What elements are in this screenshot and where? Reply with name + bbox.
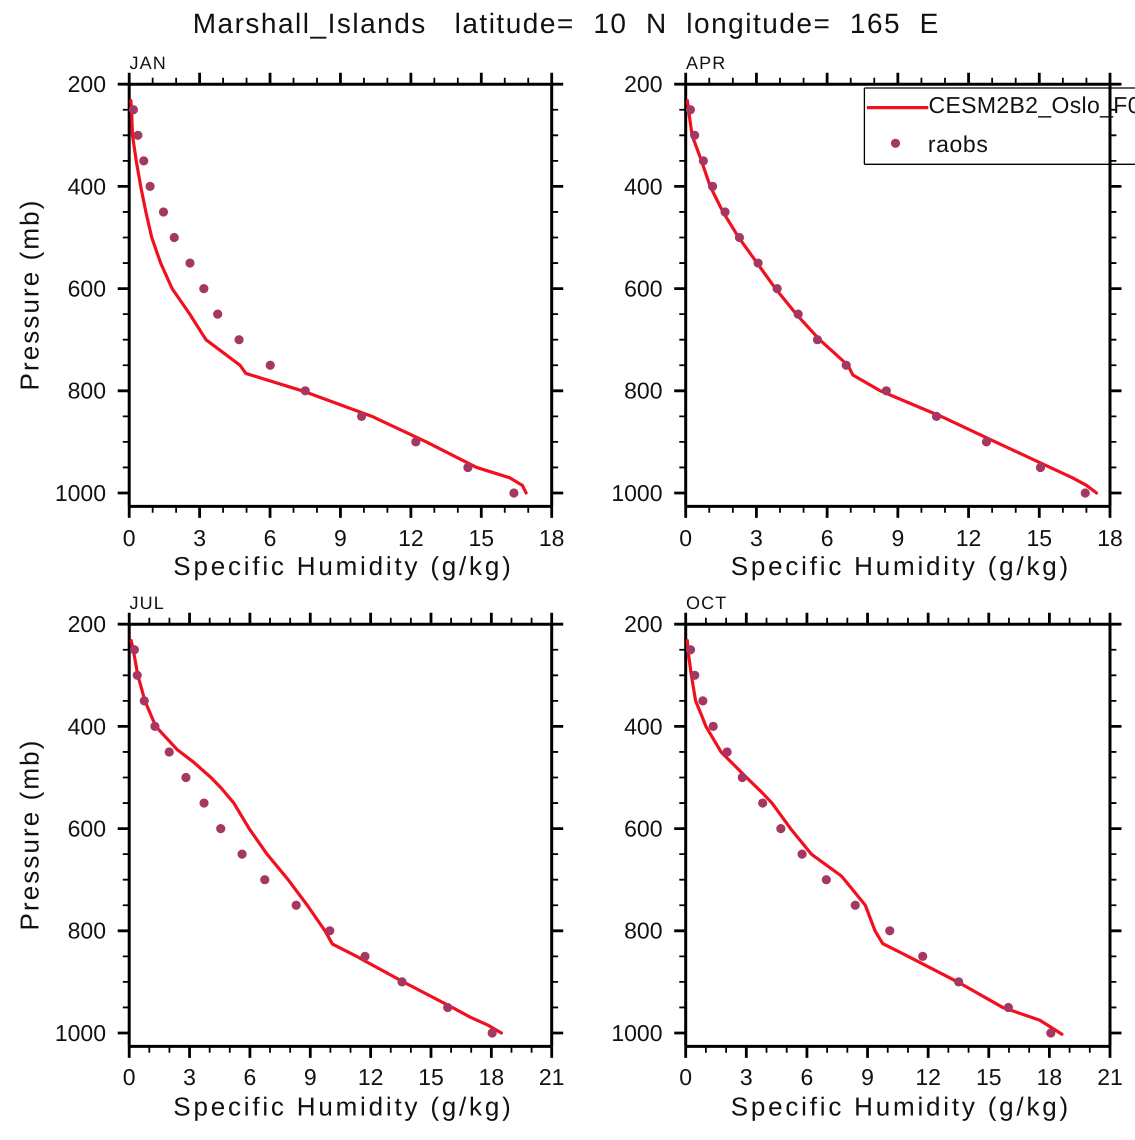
svg-text:800: 800 [624,918,662,944]
svg-text:3: 3 [183,1064,196,1090]
svg-text:15: 15 [976,1064,1002,1090]
svg-text:Specific Humidity (g/kg): Specific Humidity (g/kg) [731,1092,1071,1122]
svg-text:15: 15 [468,525,494,551]
svg-text:CESM2B2_Oslo_F0: CESM2B2_Oslo_F0 [929,92,1135,118]
svg-text:600: 600 [624,276,662,302]
svg-text:JAN: JAN [130,53,167,73]
svg-text:18: 18 [1097,525,1123,551]
svg-text:0: 0 [123,1064,136,1090]
svg-text:200: 200 [624,71,662,97]
svg-text:3: 3 [193,525,206,551]
svg-text:9: 9 [891,525,904,551]
svg-text:18: 18 [1037,1064,1063,1090]
svg-text:200: 200 [68,71,106,97]
svg-text:3: 3 [750,525,763,551]
svg-text:9: 9 [861,1064,874,1090]
svg-text:6: 6 [821,525,834,551]
svg-text:600: 600 [68,276,106,302]
svg-text:400: 400 [624,173,662,199]
svg-text:200: 200 [68,611,106,637]
svg-text:OCT: OCT [686,593,727,613]
svg-text:400: 400 [68,713,106,739]
svg-text:21: 21 [1097,1064,1123,1090]
svg-text:600: 600 [624,816,662,842]
svg-text:raobs: raobs [928,131,989,157]
svg-text:200: 200 [624,611,662,637]
svg-text:15: 15 [418,1064,444,1090]
svg-text:APR: APR [686,53,726,73]
svg-text:12: 12 [398,525,424,551]
svg-text:800: 800 [624,378,662,404]
svg-text:1000: 1000 [611,1020,662,1046]
svg-text:0: 0 [679,525,692,551]
svg-text:JUL: JUL [130,593,165,613]
svg-text:18: 18 [539,525,565,551]
svg-text:Pressure (mb): Pressure (mb) [15,199,45,391]
svg-text:400: 400 [68,173,106,199]
svg-text:12: 12 [915,1064,941,1090]
svg-text:9: 9 [304,1064,317,1090]
svg-text:0: 0 [679,1064,692,1090]
svg-text:800: 800 [68,378,106,404]
svg-text:400: 400 [624,713,662,739]
svg-text:15: 15 [1026,525,1052,551]
svg-text:0: 0 [123,525,136,551]
svg-text:Specific Humidity (g/kg): Specific Humidity (g/kg) [173,1092,513,1122]
svg-text:600: 600 [68,816,106,842]
svg-text:Specific Humidity (g/kg): Specific Humidity (g/kg) [173,551,513,581]
svg-text:3: 3 [740,1064,753,1090]
svg-text:Pressure (mb): Pressure (mb) [15,739,45,931]
svg-text:1000: 1000 [55,1020,106,1046]
svg-text:21: 21 [539,1064,565,1090]
svg-text:1000: 1000 [611,480,662,506]
svg-text:12: 12 [358,1064,384,1090]
svg-text:12: 12 [956,525,982,551]
svg-text:1000: 1000 [55,480,106,506]
svg-text:6: 6 [801,1064,814,1090]
svg-text:9: 9 [334,525,347,551]
svg-text:Marshall_Islands latitude=: Marshall_Islands latitude= 10 N longitud… [193,8,940,39]
svg-text:800: 800 [68,918,106,944]
svg-text:18: 18 [479,1064,505,1090]
svg-text:6: 6 [264,525,277,551]
svg-text:6: 6 [244,1064,257,1090]
svg-text:Specific Humidity (g/kg): Specific Humidity (g/kg) [731,551,1071,581]
